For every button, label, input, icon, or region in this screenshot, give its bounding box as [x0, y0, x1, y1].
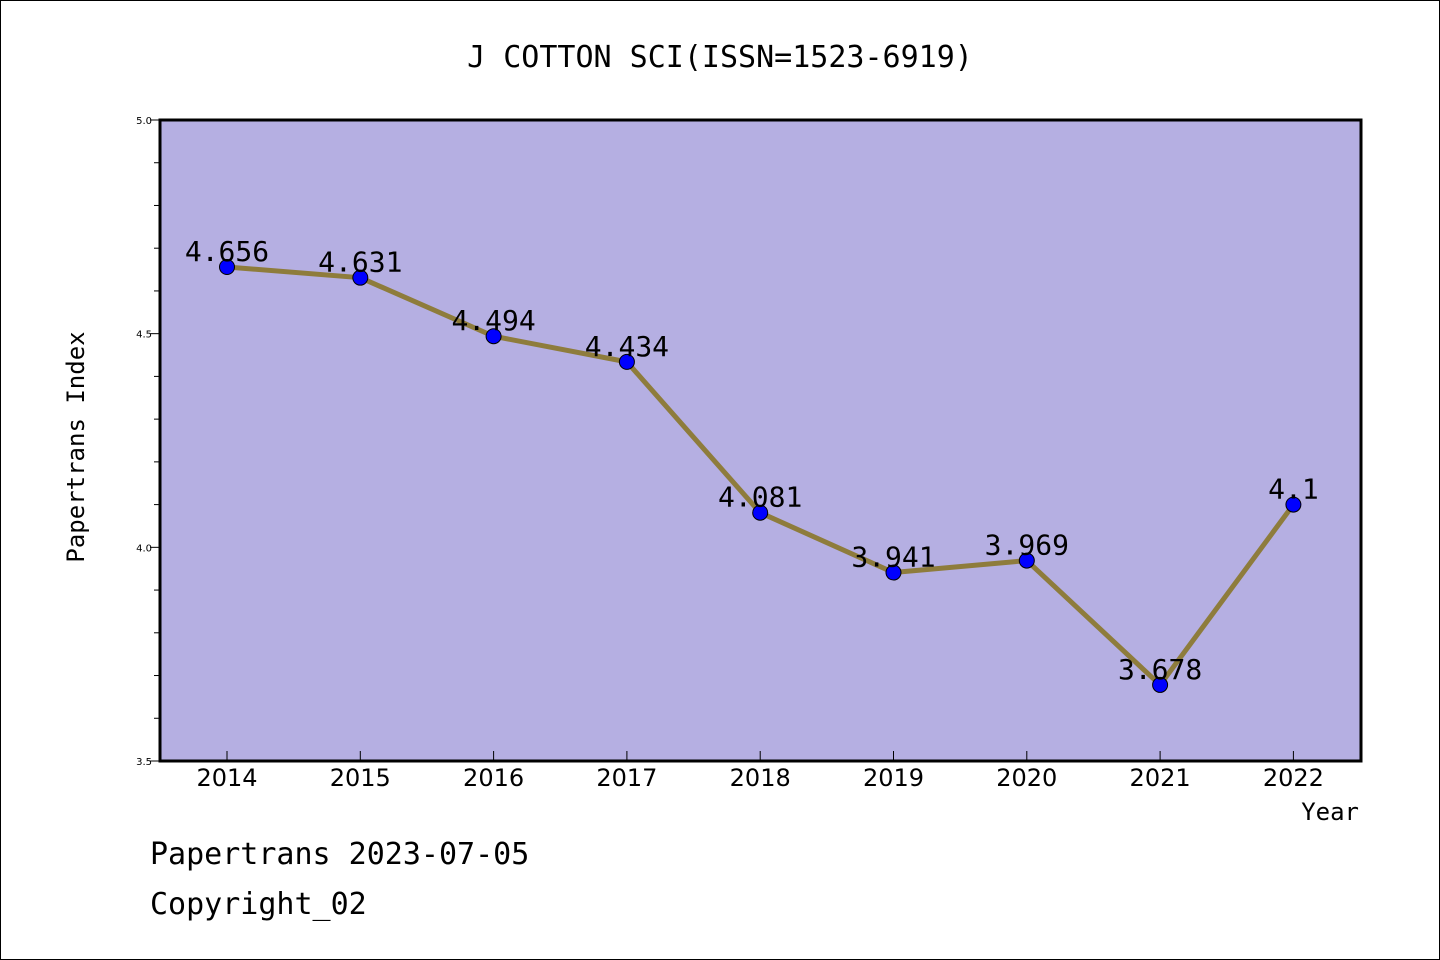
data-label: 4.494 — [451, 304, 535, 337]
data-point — [352, 269, 369, 286]
x-tick-label: 2021 — [1130, 764, 1191, 792]
data-point — [1018, 552, 1035, 569]
data-label: 4.656 — [185, 235, 269, 268]
x-tick-label: 2015 — [330, 764, 391, 792]
data-label: 3.969 — [985, 529, 1069, 562]
x-axis-label: Year — [1301, 798, 1359, 826]
data-label: 4.631 — [318, 246, 402, 279]
data-label: 3.678 — [1118, 653, 1202, 686]
footer-date: Papertrans 2023-07-05 — [150, 837, 529, 872]
plot-area — [158, 118, 1363, 763]
series-group: 4.656 4.631 4.494 4.434 4.081 3.941 3.969 3.678… — [185, 235, 1319, 693]
x-tick-label: 2019 — [863, 764, 924, 792]
y-axis: 3.5 4.0 4.5 5.0 — [136, 116, 160, 768]
data-point — [485, 328, 502, 345]
chart-title: J COTTON SCI(ISSN=1523-6919) — [467, 40, 973, 75]
data-point — [885, 564, 902, 581]
x-tick-label: 2018 — [730, 764, 791, 792]
data-point — [1285, 496, 1302, 513]
y-tick-label: 4.0 — [136, 543, 152, 554]
x-tick-label: 2022 — [1263, 764, 1324, 792]
data-label: 4.1 — [1268, 473, 1319, 506]
data-point — [618, 353, 635, 370]
data-point — [219, 259, 235, 276]
data-label: 4.434 — [585, 330, 669, 363]
data-point — [752, 504, 769, 521]
data-point — [1152, 676, 1169, 693]
data-label: 3.941 — [851, 541, 935, 574]
data-label: 4.081 — [718, 481, 802, 514]
footer-copyright: Copyright_02 — [150, 887, 367, 922]
y-axis-label: Papertrans Index — [62, 331, 90, 562]
x-axis: 2014 2015 2016 2017 2018 2019 2020 2021 2022 — [196, 751, 1324, 792]
x-tick-label: 2020 — [996, 764, 1057, 792]
y-tick-label: 3.5 — [136, 757, 152, 768]
x-tick-label: 2016 — [463, 764, 524, 792]
x-tick-label: 2017 — [596, 764, 657, 792]
y-tick-label: 5.0 — [136, 116, 152, 127]
y-tick-label: 4.5 — [136, 330, 152, 341]
x-tick-label: 2014 — [196, 764, 257, 792]
